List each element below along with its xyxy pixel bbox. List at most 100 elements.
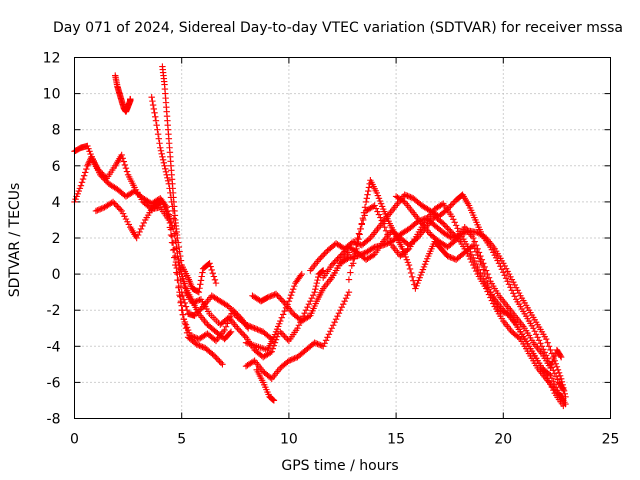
data-point-marker	[153, 117, 159, 123]
data-point-marker	[364, 191, 370, 197]
data-point-marker	[152, 114, 158, 120]
data-point-marker	[409, 274, 415, 280]
data-point-marker	[280, 298, 286, 304]
data-point-marker	[310, 292, 316, 298]
data-point-marker	[218, 360, 224, 366]
data-point-marker	[443, 223, 449, 229]
data-point-marker	[555, 367, 561, 373]
x-tick-label: 10	[280, 432, 298, 448]
x-tick-label: 5	[177, 432, 186, 448]
data-point-marker	[359, 221, 365, 227]
data-point-marker	[165, 178, 171, 184]
data-point-marker	[122, 162, 128, 168]
data-point-marker	[198, 277, 204, 283]
data-point-marker	[79, 179, 85, 185]
data-point-marker	[346, 276, 352, 282]
data-point-marker	[556, 370, 562, 376]
data-point-marker	[486, 275, 492, 281]
data-point-marker	[340, 301, 346, 307]
data-point-marker	[317, 255, 323, 261]
data-point-marker	[484, 271, 490, 277]
data-point-marker	[502, 272, 508, 278]
data-point-marker	[123, 165, 129, 171]
data-point-marker	[537, 340, 543, 346]
data-point-marker	[156, 140, 162, 146]
data-point-marker	[288, 292, 294, 298]
data-point-marker	[363, 199, 369, 205]
data-point-marker	[346, 289, 352, 295]
data-point-marker	[216, 358, 222, 364]
data-point-marker	[163, 169, 169, 175]
data-point-marker	[121, 158, 127, 164]
data-point-marker	[329, 325, 335, 331]
data-point-marker	[149, 98, 155, 104]
data-point-marker	[453, 222, 459, 228]
x-tick-label: 20	[494, 432, 512, 448]
data-point-marker	[289, 289, 295, 295]
data-point-marker	[280, 332, 286, 338]
chart: Day 071 of 2024, Sidereal Day-to-day VTE…	[0, 0, 640, 480]
data-point-marker	[158, 151, 164, 157]
data-point-marker	[547, 347, 553, 353]
data-point-marker	[304, 304, 310, 310]
data-point-marker	[408, 270, 414, 276]
data-point-marker	[364, 195, 370, 201]
data-point-marker	[327, 328, 333, 334]
data-point-marker	[323, 337, 329, 343]
data-point-marker	[510, 290, 516, 296]
x-tick-label: 25	[602, 432, 620, 448]
data-point-marker	[499, 266, 505, 272]
chart-title: Day 071 of 2024, Sidereal Day-to-day VTE…	[53, 20, 623, 36]
data-point-marker	[330, 322, 336, 328]
x-axis-label: GPS time / hours	[281, 458, 398, 474]
data-point-marker	[344, 292, 350, 298]
data-point-marker	[376, 211, 382, 217]
data-point-marker	[341, 298, 347, 304]
data-point-marker	[281, 333, 287, 339]
y-axis-label: SDTVAR / TECUs	[7, 183, 23, 298]
data-point-marker	[452, 219, 458, 225]
data-point-marker	[212, 277, 218, 283]
data-point-marker	[219, 361, 225, 367]
data-point-marker	[162, 166, 168, 172]
data-point-marker	[81, 173, 87, 179]
data-point-marker	[159, 154, 165, 160]
data-point-marker	[321, 250, 327, 256]
data-point-marker	[150, 102, 156, 108]
data-point-marker	[407, 266, 413, 272]
data-point-marker	[277, 295, 283, 301]
data-point-marker	[303, 307, 309, 313]
y-tick-label: -8	[47, 412, 61, 428]
data-point-marker	[155, 131, 161, 137]
data-point-marker	[236, 327, 242, 333]
data-point-marker	[340, 250, 346, 256]
data-point-marker	[156, 136, 162, 142]
data-point-marker	[301, 310, 307, 316]
data-point-marker	[343, 295, 349, 301]
data-point-marker	[214, 355, 220, 361]
data-point-marker	[546, 343, 552, 349]
data-point-marker	[331, 319, 337, 325]
data-point-marker	[209, 267, 215, 273]
data-point-marker	[158, 148, 164, 154]
data-point-marker	[357, 226, 363, 232]
data-point-marker	[170, 247, 176, 253]
data-points	[71, 63, 568, 409]
data-point-marker	[472, 238, 478, 244]
data-point-marker	[82, 169, 88, 175]
data-point-marker	[164, 175, 170, 181]
data-point-marker	[154, 127, 160, 133]
data-point-marker	[542, 349, 548, 355]
data-point-marker	[483, 267, 489, 273]
data-point-marker	[283, 335, 289, 341]
data-point-marker	[474, 246, 480, 252]
data-point-marker	[533, 331, 539, 337]
y-tick-label: 6	[52, 159, 61, 175]
data-point-marker	[210, 270, 216, 276]
data-point-marker	[153, 122, 159, 128]
data-point-marker	[473, 249, 479, 255]
y-tick-label: -4	[47, 339, 61, 355]
data-point-marker	[447, 228, 453, 234]
data-point-marker	[279, 297, 285, 303]
data-point-marker	[111, 200, 117, 206]
